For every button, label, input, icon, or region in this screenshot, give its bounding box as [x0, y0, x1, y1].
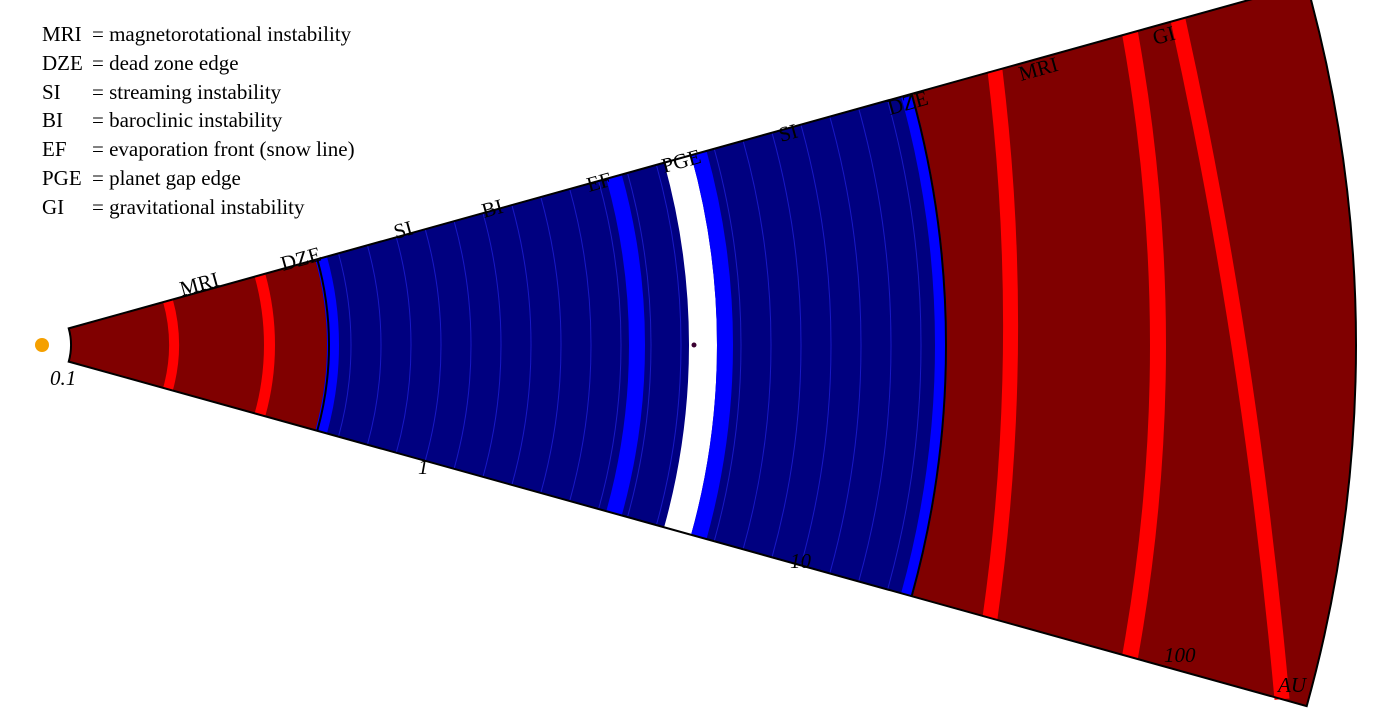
legend-text: = streaming instability: [92, 79, 282, 104]
dead-zone-arc: [540, 196, 562, 494]
dead-zone-arc: [424, 229, 442, 461]
legend-text: = planet gap edge: [92, 165, 241, 190]
band-mri-outer: [982, 69, 1019, 620]
tick-label-10: 10: [790, 549, 812, 573]
tick-label-0.1: 0.1: [50, 366, 76, 390]
legend-abbr: BI: [42, 108, 63, 133]
dead-zone-arc: [742, 140, 772, 550]
dead-zone-arc: [858, 108, 892, 582]
legend-text: = magnetorotational instability: [92, 22, 352, 46]
outer-active-zone: [911, 0, 1357, 707]
dead-zone-arc: [511, 204, 532, 486]
dead-zone-arc: [887, 100, 922, 590]
legend-abbr: GI: [42, 194, 65, 219]
legend-text: = gravitational instability: [92, 194, 305, 219]
star-icon: [35, 338, 49, 352]
legend-abbr: SI: [42, 79, 61, 104]
band-outer-red: [1122, 31, 1166, 659]
dead-zone-arc: [800, 124, 832, 566]
legend-text: = baroclinic instability: [92, 108, 283, 133]
band-pge-edge: [691, 150, 733, 540]
dead-zone-arc: [338, 253, 352, 437]
legend-text: = evaporation front (snow line): [92, 137, 355, 162]
tick-label-100: 100: [1164, 643, 1196, 667]
band-inner-red: [254, 273, 276, 417]
legend-row-gi: GI = gravitational instability: [42, 193, 355, 222]
legend-abbr: EF: [42, 137, 67, 162]
band-dze-inner: [315, 256, 339, 434]
dead-zone-arc: [627, 172, 652, 518]
disk-outline: [67, 0, 1358, 708]
dead-zone-arc: [482, 212, 502, 478]
tick-label-1: 1: [418, 455, 429, 479]
dead-zone-arcs: [338, 100, 922, 590]
legend-abbr: PGE: [42, 165, 82, 190]
legend-text: = dead zone edge: [92, 50, 239, 75]
legend-row-ef: EF = evaporation front (snow line): [42, 135, 355, 164]
legend-abbr: MRI: [42, 22, 82, 46]
planet-icon: [691, 342, 697, 348]
dead-zone-arc: [366, 245, 382, 445]
band-dze-outer: [901, 93, 947, 597]
dead-zone-arc: [598, 180, 622, 510]
legend-row-si: SI = streaming instability: [42, 78, 355, 107]
dead-zone-arc: [829, 116, 862, 574]
legend-abbr: DZE: [42, 50, 83, 75]
legend: MRI = magnetorotational instability DZE = …: [42, 20, 355, 222]
band-ef: [606, 174, 645, 516]
legend-row-pge: PGE = planet gap edge: [42, 164, 355, 193]
dead-zone-arc: [395, 237, 412, 453]
band-gi: [1170, 18, 1290, 700]
legend-row-bi: BI = baroclinic instability: [42, 106, 355, 135]
dead-zone-arc: [453, 221, 472, 469]
legend-row-mri: MRI = magnetorotational instability: [42, 20, 355, 49]
band-pge: [664, 155, 717, 535]
legend-row-dze: DZE = dead zone edge: [42, 49, 355, 78]
dead-zone-arc: [655, 164, 682, 526]
axis-unit-label: AU: [1276, 673, 1308, 697]
dead-zone-arc: [713, 148, 742, 542]
dead-zone-arc: [569, 188, 592, 502]
dead-zone-arc: [771, 132, 802, 558]
band-mri-inner: [163, 299, 180, 391]
